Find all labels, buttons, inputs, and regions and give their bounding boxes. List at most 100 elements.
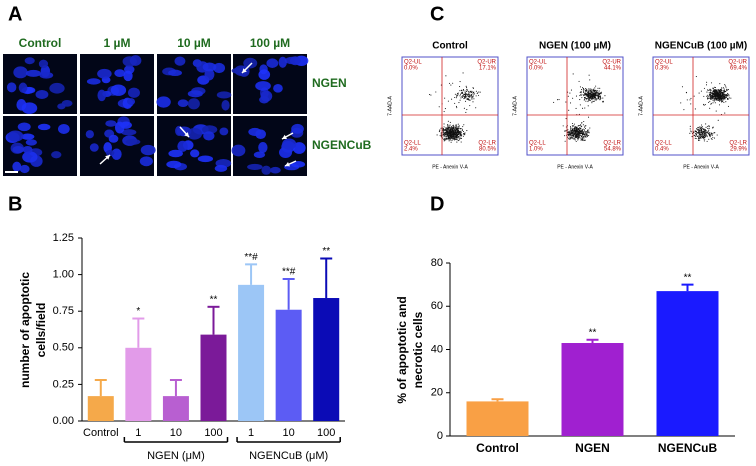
event-dot — [576, 136, 578, 138]
event-dot — [700, 90, 702, 92]
event-dot — [690, 97, 692, 99]
event-dot — [452, 127, 454, 129]
event-dot — [479, 91, 481, 93]
event-dot — [463, 94, 466, 96]
event-dot — [575, 134, 577, 136]
event-dot — [452, 136, 454, 138]
nucleus — [22, 151, 38, 163]
event-dot — [592, 100, 594, 102]
panel-label: C — [430, 3, 444, 25]
event-dot — [570, 133, 573, 135]
event-dot — [586, 95, 588, 97]
event-dot — [463, 98, 465, 100]
event-dot — [568, 135, 570, 137]
event-dot — [581, 132, 583, 134]
nucleus — [13, 66, 28, 79]
event-dot — [709, 134, 711, 136]
event-dot — [591, 100, 593, 102]
nucleus — [255, 81, 271, 91]
event-dot — [706, 132, 708, 134]
event-dot — [457, 92, 459, 95]
event-dot — [598, 90, 600, 92]
event-dot — [463, 95, 465, 98]
event-dot — [464, 90, 466, 92]
event-dot — [727, 105, 730, 107]
event-dot — [456, 126, 458, 128]
event-dot — [714, 98, 716, 100]
event-dot — [689, 125, 691, 127]
event-dot — [721, 87, 723, 89]
nucleus — [127, 98, 136, 105]
nucleus — [49, 82, 65, 94]
event-dot — [459, 134, 461, 136]
nucleus — [204, 68, 215, 81]
nucleus — [57, 123, 70, 134]
event-dot — [584, 134, 586, 136]
event-dot — [443, 136, 445, 138]
event-dot — [461, 134, 463, 136]
event-dot — [428, 93, 431, 96]
event-dot — [458, 129, 460, 131]
event-dot — [591, 96, 594, 98]
event-dot — [721, 101, 723, 103]
event-dot — [576, 127, 578, 130]
panel-label: A — [8, 3, 22, 25]
event-dot — [456, 134, 458, 136]
nucleus — [187, 90, 203, 98]
event-dot — [465, 94, 467, 96]
event-dot — [714, 90, 717, 93]
event-dot — [558, 99, 560, 101]
event-dot — [698, 139, 700, 142]
event-dot — [721, 99, 723, 101]
arrow-head — [105, 155, 110, 160]
event-dot — [462, 90, 464, 92]
event-dot — [585, 133, 588, 135]
event-dot — [584, 135, 586, 138]
event-dot — [723, 93, 725, 95]
event-dot — [709, 136, 711, 138]
event-dot — [711, 132, 713, 134]
event-dot — [588, 94, 590, 96]
event-dot — [591, 93, 593, 95]
event-dot — [445, 136, 447, 138]
event-dot — [698, 136, 700, 138]
event-dot — [589, 90, 591, 92]
event-dot — [583, 139, 585, 141]
event-dot — [701, 125, 703, 128]
event-dot — [582, 124, 584, 126]
event-dot — [442, 130, 444, 132]
event-dot — [473, 98, 475, 100]
event-dot — [599, 95, 601, 97]
y-tick-label: 0.00 — [53, 415, 74, 427]
column-label: 10 µM — [177, 36, 211, 50]
event-dot — [704, 135, 706, 137]
event-dot — [456, 141, 458, 143]
event-dot — [476, 92, 478, 94]
event-dot — [712, 96, 714, 98]
event-dot — [726, 92, 729, 94]
event-dot — [727, 98, 730, 100]
event-dot — [707, 132, 709, 134]
event-dot — [716, 89, 718, 91]
event-dot — [602, 101, 604, 103]
event-dot — [712, 99, 714, 101]
event-dot — [443, 130, 445, 132]
x-tick-label: 10 — [170, 427, 182, 439]
event-dot — [704, 138, 706, 140]
event-dot — [452, 129, 454, 131]
event-dot — [713, 100, 715, 102]
event-dot — [587, 129, 589, 131]
significance-label: ** — [210, 294, 218, 305]
event-dot — [703, 103, 705, 106]
event-dot — [583, 94, 585, 97]
event-dot — [724, 98, 726, 100]
event-dot — [465, 90, 467, 93]
event-dot — [459, 85, 461, 88]
event-dot — [569, 92, 571, 94]
nucleus — [216, 91, 232, 99]
nucleus — [282, 138, 297, 150]
event-dot — [456, 96, 458, 98]
event-dot — [588, 135, 590, 137]
event-dot — [597, 87, 599, 89]
nucleus — [19, 164, 30, 174]
